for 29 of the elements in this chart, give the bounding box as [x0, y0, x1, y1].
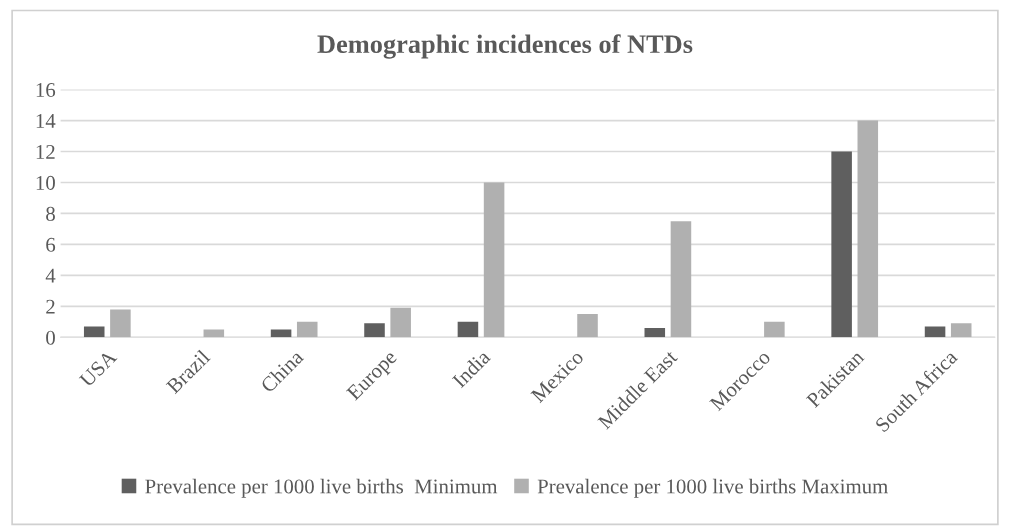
chart-title: Demographic incidences of NTDs	[317, 34, 693, 59]
bar	[390, 307, 411, 338]
x-tick-label: India	[451, 348, 492, 389]
bar	[670, 221, 692, 338]
y-tick-label: 16	[36, 83, 56, 98]
y-tick-label: 10	[36, 175, 55, 190]
bar	[644, 327, 666, 338]
y-tick-label: 12	[36, 144, 55, 159]
y-tick-label: 6	[46, 237, 56, 252]
bar	[577, 314, 598, 338]
legend-label: Prevalence per 1000 live births Minimum	[145, 478, 498, 498]
bar	[296, 321, 318, 338]
bar	[764, 321, 785, 338]
bar	[83, 326, 105, 338]
x-tick-label: USA	[78, 348, 118, 388]
bar	[483, 182, 505, 338]
bar	[950, 323, 972, 338]
y-tick-label: 0	[46, 330, 55, 345]
bar	[364, 323, 385, 338]
bar	[831, 151, 852, 338]
bar	[110, 309, 131, 338]
bar	[857, 120, 879, 338]
y-tick-label: 14	[36, 114, 56, 128]
y-tick-label: 2	[46, 299, 55, 314]
bar	[457, 321, 479, 338]
y-tick-label: 8	[46, 206, 55, 221]
y-tick-label: 4	[45, 268, 56, 283]
legend-label: Prevalence per 1000 live births Maximum	[537, 478, 888, 498]
bar	[924, 326, 946, 338]
